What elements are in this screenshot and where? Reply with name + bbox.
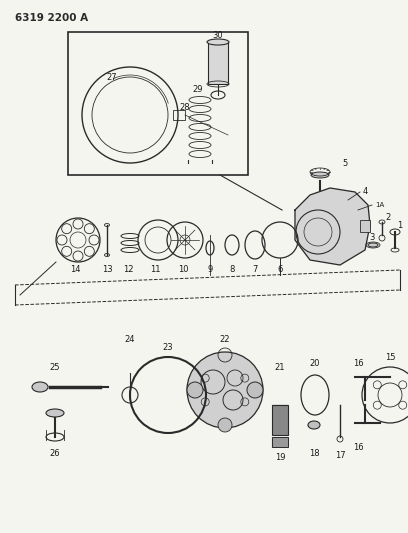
Text: 6319 2200 A: 6319 2200 A — [15, 13, 88, 23]
Text: 1A: 1A — [375, 202, 385, 208]
Bar — [208, 42, 228, 84]
Text: 3: 3 — [369, 233, 375, 243]
Polygon shape — [295, 188, 370, 265]
Text: 28: 28 — [180, 103, 190, 112]
Bar — [272, 437, 288, 447]
Text: 10: 10 — [178, 265, 188, 274]
Ellipse shape — [46, 409, 64, 417]
Text: 20: 20 — [310, 359, 320, 367]
Ellipse shape — [32, 382, 48, 392]
Text: 5: 5 — [342, 158, 348, 167]
Circle shape — [247, 382, 263, 398]
Bar — [360, 220, 370, 232]
Text: 13: 13 — [102, 265, 112, 274]
Text: 15: 15 — [385, 352, 395, 361]
Text: 18: 18 — [309, 448, 319, 457]
Circle shape — [187, 352, 263, 428]
Text: 9: 9 — [207, 265, 213, 274]
Bar — [68, 32, 248, 175]
Text: 29: 29 — [193, 85, 203, 94]
Text: 30: 30 — [213, 30, 223, 39]
Text: 21: 21 — [275, 362, 285, 372]
Text: 22: 22 — [220, 335, 230, 344]
Text: 23: 23 — [163, 343, 173, 351]
Text: 16: 16 — [353, 442, 363, 451]
Ellipse shape — [207, 39, 229, 45]
Bar — [173, 110, 185, 120]
Text: 6: 6 — [277, 265, 283, 274]
Text: 16: 16 — [353, 359, 363, 367]
Text: 24: 24 — [125, 335, 135, 344]
Bar — [272, 405, 288, 435]
Circle shape — [218, 418, 232, 432]
Circle shape — [187, 382, 203, 398]
Text: 14: 14 — [70, 265, 80, 274]
Text: 4: 4 — [362, 188, 368, 197]
Text: 12: 12 — [123, 265, 133, 274]
Text: 11: 11 — [150, 265, 160, 274]
Ellipse shape — [308, 421, 320, 429]
Text: 17: 17 — [335, 450, 345, 459]
Text: 8: 8 — [229, 265, 235, 274]
Text: 1: 1 — [397, 221, 403, 230]
Text: 25: 25 — [50, 362, 60, 372]
Text: 7: 7 — [252, 265, 258, 274]
Ellipse shape — [368, 243, 378, 247]
Text: 27: 27 — [106, 72, 118, 82]
Ellipse shape — [311, 172, 329, 178]
Text: 19: 19 — [275, 453, 285, 462]
Text: 2: 2 — [386, 214, 390, 222]
Text: 26: 26 — [50, 448, 60, 457]
